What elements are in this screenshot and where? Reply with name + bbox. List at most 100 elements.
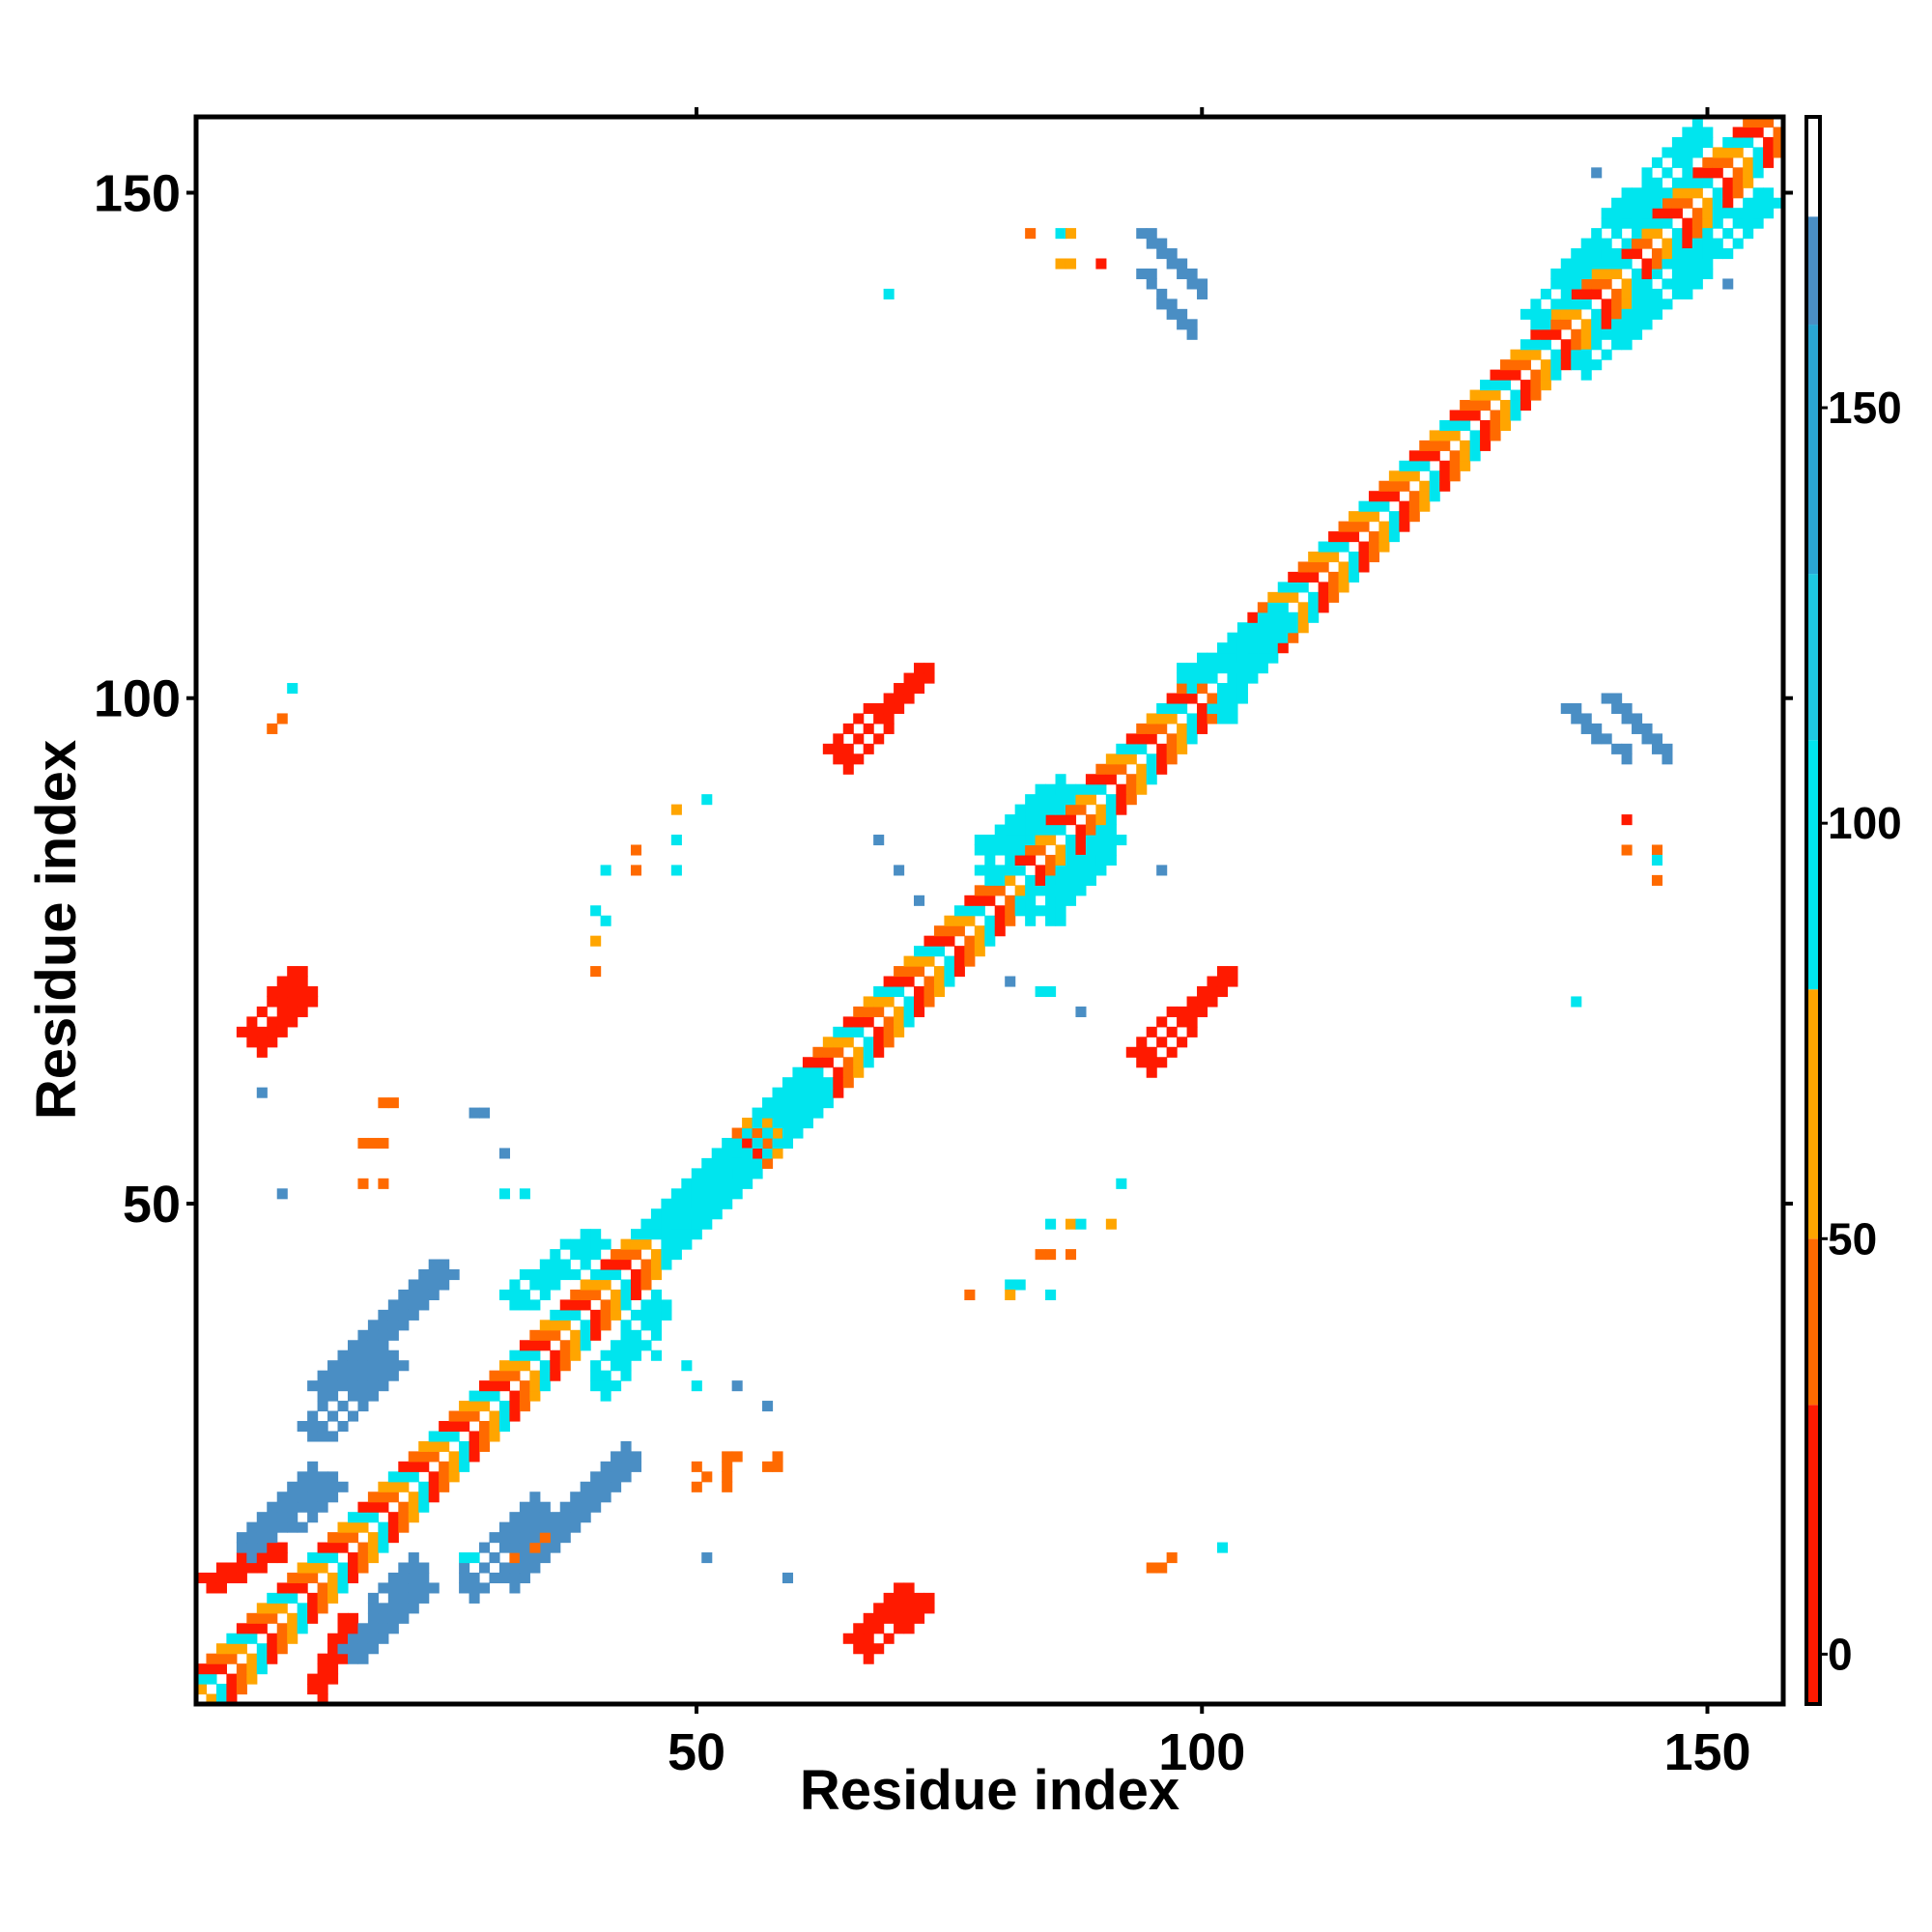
heatmap-cell <box>347 1643 359 1655</box>
heatmap-cell <box>883 693 895 704</box>
heatmap-cell <box>1621 187 1633 199</box>
heatmap-cell <box>1236 693 1248 704</box>
heatmap-cell <box>1105 1218 1117 1230</box>
heatmap-cell <box>469 1431 480 1442</box>
heatmap-cell <box>903 1006 915 1017</box>
heatmap-cell <box>701 1168 713 1179</box>
heatmap-cell <box>650 1259 662 1270</box>
heatmap-cell <box>1146 1046 1157 1058</box>
colorbar-band <box>1806 740 1820 990</box>
heatmap-cell <box>984 925 996 937</box>
heatmap-cell <box>307 1492 319 1503</box>
heatmap-cell <box>357 1390 369 1402</box>
heatmap-cell <box>1045 885 1057 896</box>
heatmap-cell <box>267 985 278 998</box>
heatmap-cell <box>1671 197 1683 209</box>
heatmap-cell <box>1621 258 1633 270</box>
heatmap-cell <box>1166 693 1178 704</box>
heatmap-cell <box>1349 551 1360 563</box>
heatmap-cell <box>1419 440 1431 451</box>
heatmap-cell <box>307 996 319 1008</box>
heatmap-cell <box>762 1401 774 1412</box>
heatmap-cell <box>681 1229 693 1240</box>
heatmap-cell <box>1085 854 1096 866</box>
heatmap-cell <box>1146 763 1157 775</box>
heatmap-cell <box>1560 278 1572 290</box>
heatmap-cell <box>347 1532 359 1544</box>
heatmap-cell <box>529 1390 541 1402</box>
heatmap-cell <box>711 1157 723 1169</box>
heatmap-cell <box>317 1552 328 1564</box>
heatmap-cell <box>1186 713 1198 724</box>
heatmap-cell <box>1065 814 1077 826</box>
heatmap-cell <box>711 1208 723 1220</box>
heatmap-cell <box>1146 753 1157 765</box>
heatmap-cell <box>498 1420 511 1433</box>
heatmap-cell <box>387 1623 399 1634</box>
heatmap-cell <box>640 1218 652 1230</box>
heatmap-cell <box>661 1198 672 1209</box>
heatmap-cell <box>1752 147 1764 158</box>
heatmap-cell <box>418 1299 430 1311</box>
heatmap-cell <box>1702 248 1714 260</box>
heatmap-cell <box>1671 258 1683 270</box>
heatmap-cell <box>1611 208 1623 219</box>
heatmap-cell <box>1743 177 1754 188</box>
heatmap-cell <box>630 1350 642 1361</box>
heatmap-cell <box>1580 298 1592 310</box>
heatmap-cell <box>1095 844 1107 856</box>
heatmap-cell <box>1349 571 1360 582</box>
heatmap-cell <box>387 1481 399 1492</box>
heatmap-cell <box>367 1390 379 1402</box>
heatmap-cell <box>1216 693 1229 704</box>
heatmap-cell <box>327 1663 339 1675</box>
heatmap-cell <box>802 1077 813 1089</box>
heatmap-cell <box>1571 339 1582 351</box>
heatmap-cell <box>226 1633 238 1644</box>
heatmap-cell <box>267 1653 278 1664</box>
heatmap-cell <box>620 1340 632 1351</box>
heatmap-cell <box>650 1350 662 1361</box>
heatmap-cell <box>1075 835 1087 846</box>
heatmap-cell <box>267 1552 278 1564</box>
heatmap-cell <box>1621 319 1633 330</box>
heatmap-cell <box>903 683 915 695</box>
heatmap-cell <box>752 1148 763 1159</box>
heatmap-cell <box>1368 531 1379 543</box>
heatmap-cell <box>276 1512 288 1523</box>
heatmap-cell <box>439 1269 450 1281</box>
heatmap-cell <box>762 1127 774 1139</box>
heatmap-cell <box>1621 814 1633 826</box>
heatmap-cell <box>1085 835 1096 846</box>
heatmap-cell <box>347 1512 359 1523</box>
heatmap-cell <box>1641 197 1653 209</box>
heatmap-cell <box>650 1320 662 1331</box>
heatmap-cell <box>873 1623 885 1634</box>
heatmap-cell <box>1045 1249 1057 1261</box>
heatmap-cell <box>307 1471 319 1483</box>
heatmap-cell <box>1216 985 1229 998</box>
heatmap-cell <box>611 1461 622 1472</box>
heatmap-cell <box>1146 1066 1157 1078</box>
heatmap-cell <box>1014 905 1026 917</box>
heatmap-cell <box>1177 683 1188 695</box>
heatmap-cell <box>762 1157 774 1169</box>
heatmap-cell <box>933 925 945 937</box>
heatmap-cell <box>1075 844 1087 856</box>
heatmap-cell <box>378 1612 389 1624</box>
heatmap-cell <box>1469 410 1481 421</box>
heatmap-cell <box>1662 743 1673 754</box>
heatmap-cell <box>1146 1057 1157 1068</box>
heatmap-cell <box>1580 359 1592 371</box>
heatmap-cell <box>1722 147 1734 158</box>
heatmap-cell <box>489 1370 500 1381</box>
heatmap-cell <box>1247 652 1259 664</box>
heatmap-cell <box>550 1309 561 1321</box>
heatmap-cell <box>1540 359 1551 371</box>
heatmap-cell <box>853 1643 865 1655</box>
heatmap-cell <box>276 1633 288 1644</box>
heatmap-cell <box>1499 410 1512 421</box>
heatmap-cell <box>1773 197 1784 209</box>
heatmap-cell <box>529 1542 541 1553</box>
heatmap-cell <box>1530 339 1542 351</box>
